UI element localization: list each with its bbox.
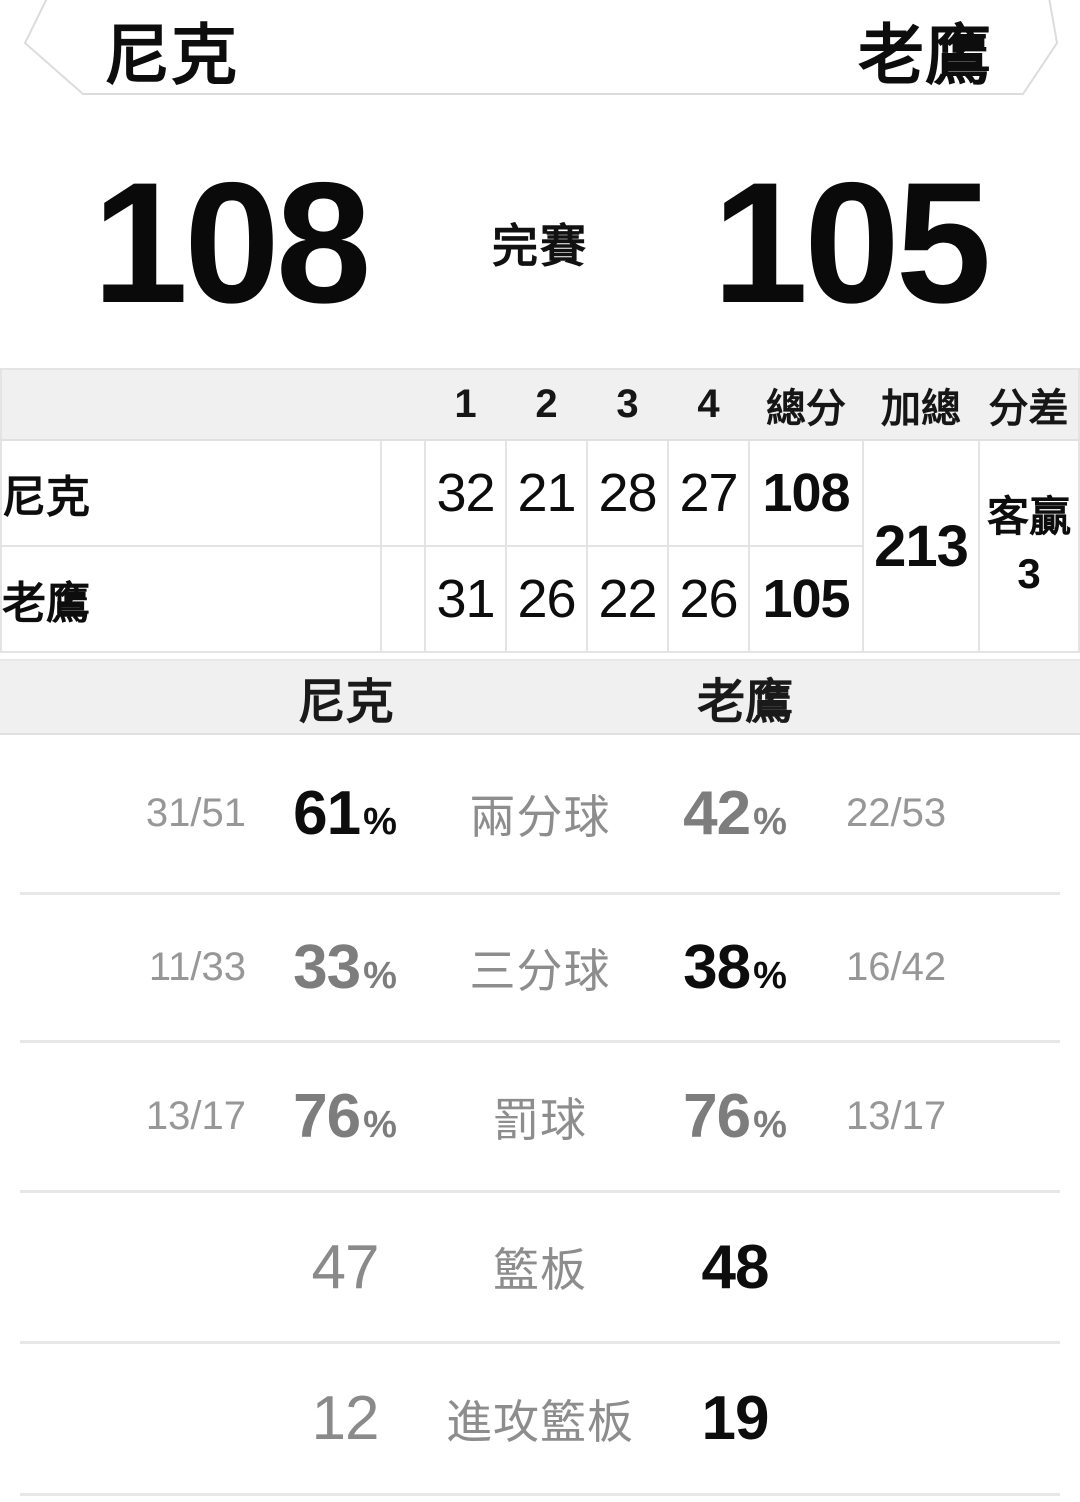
stat-label: 三分球 <box>469 944 611 997</box>
left-count: 12 <box>311 1384 380 1453</box>
q2-score: 21 <box>505 439 588 547</box>
margin-value: 3 <box>1017 550 1041 597</box>
header-gap <box>381 369 425 441</box>
left-made-attempted: 31/51 <box>145 791 246 835</box>
q1-score: 32 <box>424 439 507 547</box>
stat-row-two-pointers: 31/51 61% 兩分球 42% 22/53 <box>20 735 1060 895</box>
margin-label: 客贏 <box>986 493 1071 541</box>
q3-score: 28 <box>586 439 669 547</box>
row-team-name: 老鷹 <box>1 546 382 653</box>
header-q1: 1 <box>425 369 506 441</box>
left-made-attempted: 11/33 <box>148 945 246 989</box>
combined-total: 213 <box>862 439 980 653</box>
right-count: 48 <box>701 1232 770 1302</box>
q4-score: 26 <box>667 545 750 653</box>
stats-section-header: 尼克 老鷹 <box>0 659 1080 735</box>
left-count: 47 <box>311 1232 380 1302</box>
q2-score: 26 <box>505 545 588 653</box>
total-score: 108 <box>748 439 864 547</box>
banner-ribbon-shape <box>23 0 1059 95</box>
quarter-score-table: 1 2 3 4 總分 加總 分差 尼克 32 21 28 27 108 213 … <box>0 368 1080 653</box>
stat-row-three-pointers: 11/33 33% 三分球 38% 16/42 <box>20 895 1060 1043</box>
right-percentage: 38% <box>683 933 787 1002</box>
table-row: 老鷹 31 26 22 26 105 <box>1 545 1079 653</box>
stats-list: 31/51 61% 兩分球 42% 22/53 11/33 33% 三分球 38… <box>0 735 1080 1496</box>
stat-row-rebounds: 47 籃板 48 <box>20 1193 1060 1344</box>
right-made-attempted: 13/17 <box>846 1094 947 1138</box>
stats-header-team-right: 老鷹 <box>697 676 794 729</box>
game-status-label: 完賽 <box>492 220 588 272</box>
quarter-table-header-row: 1 2 3 4 總分 加總 分差 <box>1 369 1079 441</box>
header-q3: 3 <box>587 369 668 441</box>
stat-row-offensive-rebounds: 12 進攻籃板 19 <box>20 1344 1060 1496</box>
left-made-attempted: 13/17 <box>145 1094 246 1138</box>
row-team-name: 尼克 <box>1 440 382 547</box>
score-left: 108 <box>92 147 372 339</box>
table-row: 尼克 32 21 28 27 108 213 客贏 3 <box>1 439 1080 653</box>
banner-team-left: 尼克 <box>104 18 238 92</box>
row-gap <box>381 440 425 547</box>
left-percentage: 33% <box>293 933 397 1002</box>
header-diff: 分差 <box>979 369 1079 441</box>
score-right: 105 <box>712 147 992 339</box>
left-percentage: 61% <box>293 779 397 848</box>
matchup-banner: 尼克 老鷹 <box>0 0 1080 96</box>
header-q4: 4 <box>668 369 749 441</box>
right-made-attempted: 22/53 <box>846 791 947 835</box>
right-percentage: 42% <box>683 779 787 848</box>
stat-label: 進攻籃板 <box>446 1395 634 1448</box>
q4-score: 27 <box>667 439 750 547</box>
margin-cell: 客贏 3 <box>978 439 1080 653</box>
right-percentage: 76% <box>683 1082 787 1151</box>
total-score: 105 <box>748 545 864 653</box>
right-made-attempted: 16/42 <box>846 945 947 989</box>
stats-header-team-left: 尼克 <box>297 676 394 729</box>
stat-label: 兩分球 <box>469 790 611 843</box>
stat-label: 罰球 <box>493 1093 587 1146</box>
q3-score: 22 <box>586 545 669 653</box>
header-team-blank <box>1 369 381 441</box>
header-total: 總分 <box>749 369 863 441</box>
header-q2: 2 <box>506 369 587 441</box>
right-count: 19 <box>701 1384 770 1453</box>
banner-team-right: 老鷹 <box>858 18 992 92</box>
row-gap <box>381 546 425 653</box>
stat-label: 籃板 <box>493 1244 587 1296</box>
q1-score: 31 <box>424 545 507 653</box>
stat-row-free-throws: 13/17 76% 罰球 76% 13/17 <box>20 1043 1060 1193</box>
left-percentage: 76% <box>293 1082 397 1151</box>
header-sum: 加總 <box>863 369 979 441</box>
scoreboard: 108 完賽 105 <box>0 140 1080 346</box>
